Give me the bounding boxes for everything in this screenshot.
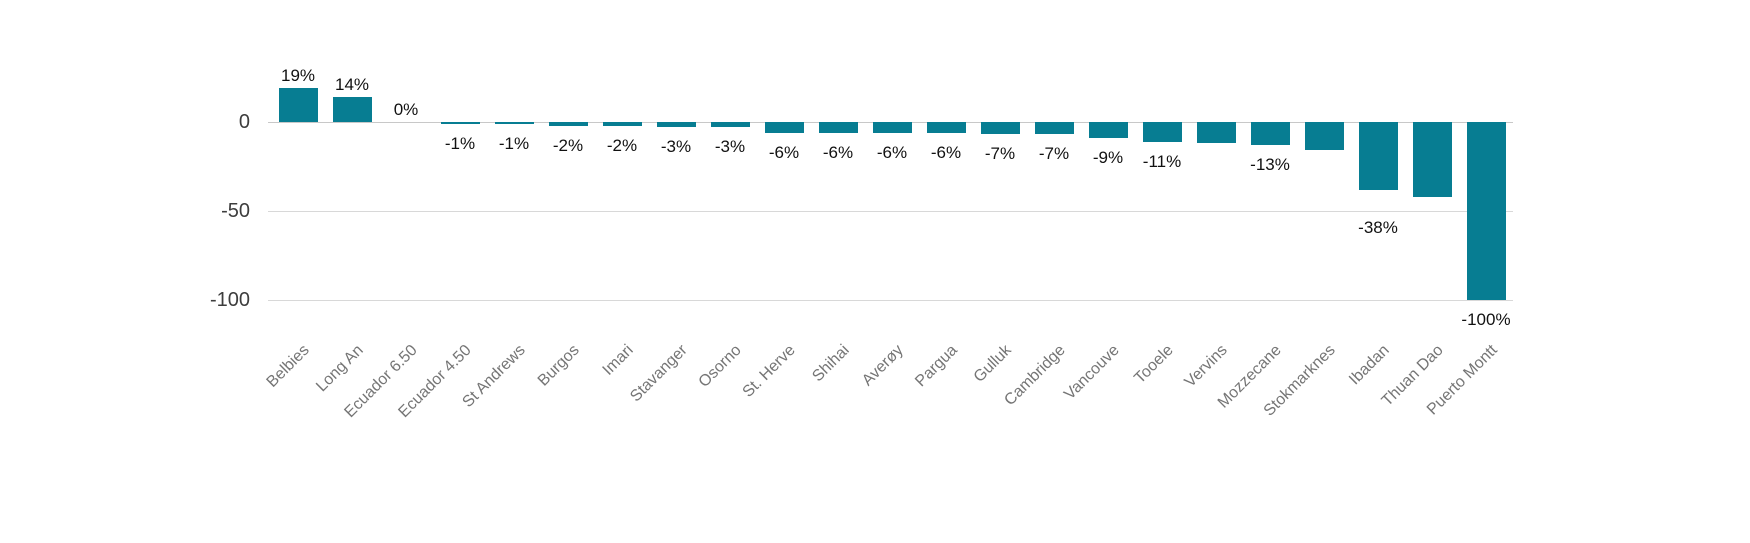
bar-value-label: -6% (930, 142, 962, 162)
bar-value-label: 19% (280, 66, 316, 86)
bar-value-label: -3% (714, 137, 746, 157)
bar (980, 122, 1020, 135)
bar (764, 122, 804, 133)
y-axis-tick-label: -50 (221, 200, 250, 222)
bar (1412, 122, 1452, 197)
bar-value-label: -2% (552, 135, 584, 155)
bar (1304, 122, 1344, 151)
bar (1196, 122, 1236, 144)
bar-value-label: 0% (393, 100, 419, 119)
bar-value-label: -11% (1142, 151, 1182, 171)
bar (1142, 122, 1182, 142)
bar (278, 88, 318, 122)
bar (440, 122, 480, 124)
bar-value-label: -100% (1461, 310, 1511, 329)
bar-value-label: -1% (444, 134, 476, 153)
bar (548, 122, 588, 126)
bar-value-label: -6% (876, 142, 908, 162)
bar (1250, 122, 1290, 146)
bar-value-label: -38% (1358, 218, 1398, 237)
bar (926, 122, 966, 133)
y-axis-tick-label: 0 (238, 111, 250, 133)
bar (1466, 122, 1506, 300)
bar (494, 122, 534, 124)
bar-value-label: -6% (768, 142, 800, 162)
bar-value-label: 14% (334, 75, 370, 95)
bar-value-label: -13% (1250, 155, 1290, 175)
bar-value-label: -9% (1092, 148, 1124, 168)
gridline (268, 300, 1513, 301)
bar-value-label: -7% (984, 144, 1016, 164)
bar-value-label: -6% (822, 142, 854, 162)
gridline (268, 211, 1513, 212)
bar (656, 122, 696, 128)
bar (602, 122, 642, 126)
bar-value-label: -2% (606, 135, 638, 155)
y-axis-tick-label: -100 (209, 289, 250, 311)
bar-value-label: -1% (498, 134, 530, 153)
bar-value-label: -7% (1038, 144, 1070, 164)
bar (1034, 122, 1074, 135)
bar (710, 122, 750, 128)
bar (818, 122, 858, 133)
bar-value-label: -3% (660, 137, 692, 157)
bar (332, 97, 372, 122)
bar (1088, 122, 1128, 139)
bar (872, 122, 912, 133)
bar (1358, 122, 1398, 190)
